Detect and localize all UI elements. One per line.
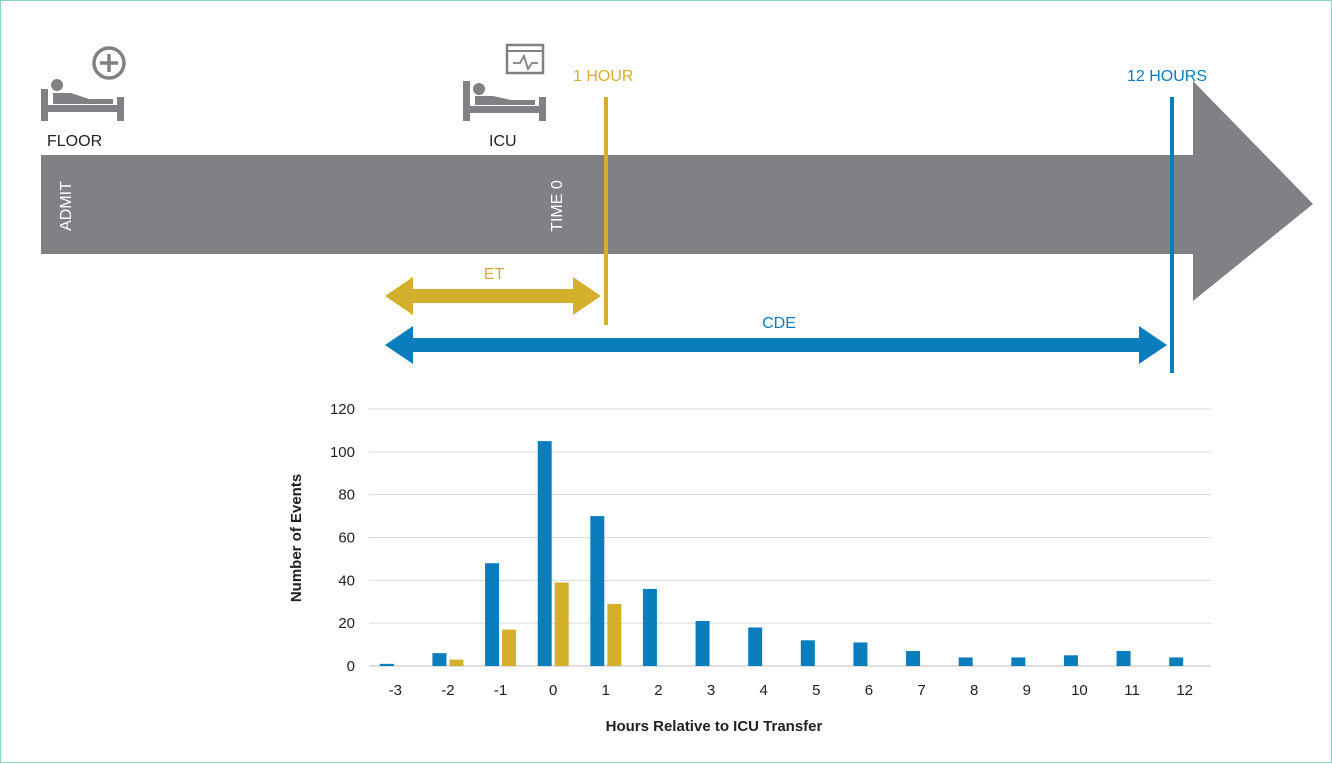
chart-gridlines bbox=[369, 408, 1211, 667]
x-tick-label: 0 bbox=[549, 682, 557, 699]
x-tick-label: 6 bbox=[865, 682, 873, 699]
x-tick-label: 4 bbox=[760, 682, 768, 699]
y-tick-label: 40 bbox=[338, 572, 355, 589]
bar-series1-11 bbox=[1116, 651, 1131, 666]
et-range-arrow bbox=[385, 277, 601, 315]
y-tick-label: 80 bbox=[338, 487, 355, 504]
cde-label: CDE bbox=[762, 315, 796, 332]
bar-series2--1 bbox=[502, 629, 517, 666]
x-axis-label: Hours Relative to ICU Transfer bbox=[606, 718, 823, 735]
bar-series1-6 bbox=[853, 642, 868, 666]
admit-label: ADMIT bbox=[58, 181, 75, 231]
y-tick-label: 0 bbox=[347, 658, 355, 675]
bar-series1-10 bbox=[1063, 655, 1078, 666]
chart-bars bbox=[379, 441, 1184, 666]
bar-series1-3 bbox=[695, 621, 710, 666]
bar-series1-12 bbox=[1169, 657, 1184, 666]
bar-series1-7 bbox=[906, 651, 921, 666]
y-axis-label: Number of Events bbox=[288, 474, 305, 602]
x-tick-label: 5 bbox=[812, 682, 820, 699]
x-tick-label: 7 bbox=[917, 682, 925, 699]
one-hour-label: 1 HOUR bbox=[573, 68, 633, 85]
y-tick-label: 60 bbox=[338, 530, 355, 547]
x-tick-label: 11 bbox=[1124, 682, 1140, 699]
timeline-diagram: FLOOR ICU ADMIT TIME 0 1 HOUR 12 HOURS E… bbox=[41, 43, 1313, 373]
y-tick-label: 100 bbox=[330, 444, 355, 461]
x-tick-label: 10 bbox=[1071, 682, 1088, 699]
x-tick-label: -1 bbox=[494, 682, 507, 699]
timeline-arrow bbox=[41, 81, 1313, 301]
twelve-hours-label: 12 HOURS bbox=[1127, 68, 1207, 85]
icu-label: ICU bbox=[489, 133, 517, 150]
bar-series1--1 bbox=[485, 563, 500, 666]
x-tick-label: -2 bbox=[441, 682, 454, 699]
floor-label: FLOOR bbox=[47, 133, 102, 150]
time0-label: TIME 0 bbox=[549, 180, 566, 232]
x-tick-label: 2 bbox=[654, 682, 662, 699]
bar-series1--3 bbox=[379, 663, 394, 666]
bar-series2--2 bbox=[449, 659, 464, 666]
y-axis-ticks: 0 20 40 60 80 100 120 bbox=[330, 401, 355, 675]
bar-series1-4 bbox=[748, 627, 763, 666]
x-tick-label: 8 bbox=[970, 682, 978, 699]
x-tick-label: 3 bbox=[707, 682, 715, 699]
cde-range-arrow bbox=[385, 326, 1167, 364]
bar-series1-0 bbox=[537, 441, 552, 666]
x-tick-label: -3 bbox=[389, 682, 402, 699]
hospital-bed-plus-icon bbox=[41, 46, 126, 121]
x-tick-label: 1 bbox=[602, 682, 610, 699]
bar-series2-1 bbox=[607, 603, 622, 666]
bar-series1--2 bbox=[432, 653, 447, 666]
bar-series1-2 bbox=[642, 588, 657, 666]
bar-series1-9 bbox=[1011, 657, 1026, 666]
x-axis-ticks: -3 -2 -1 0 1 2 3 4 5 6 7 8 9 10 11 12 bbox=[389, 682, 1193, 699]
bar-series1-1 bbox=[590, 516, 605, 666]
y-tick-label: 120 bbox=[330, 401, 355, 418]
bar-series2-0 bbox=[554, 582, 569, 666]
x-tick-label: 9 bbox=[1023, 682, 1031, 699]
bar-series1-5 bbox=[800, 640, 815, 666]
hospital-bed-monitor-icon bbox=[463, 43, 546, 121]
et-label: ET bbox=[484, 266, 505, 283]
y-tick-label: 20 bbox=[338, 615, 355, 632]
x-tick-label: 12 bbox=[1176, 682, 1193, 699]
bar-series1-8 bbox=[958, 657, 973, 666]
